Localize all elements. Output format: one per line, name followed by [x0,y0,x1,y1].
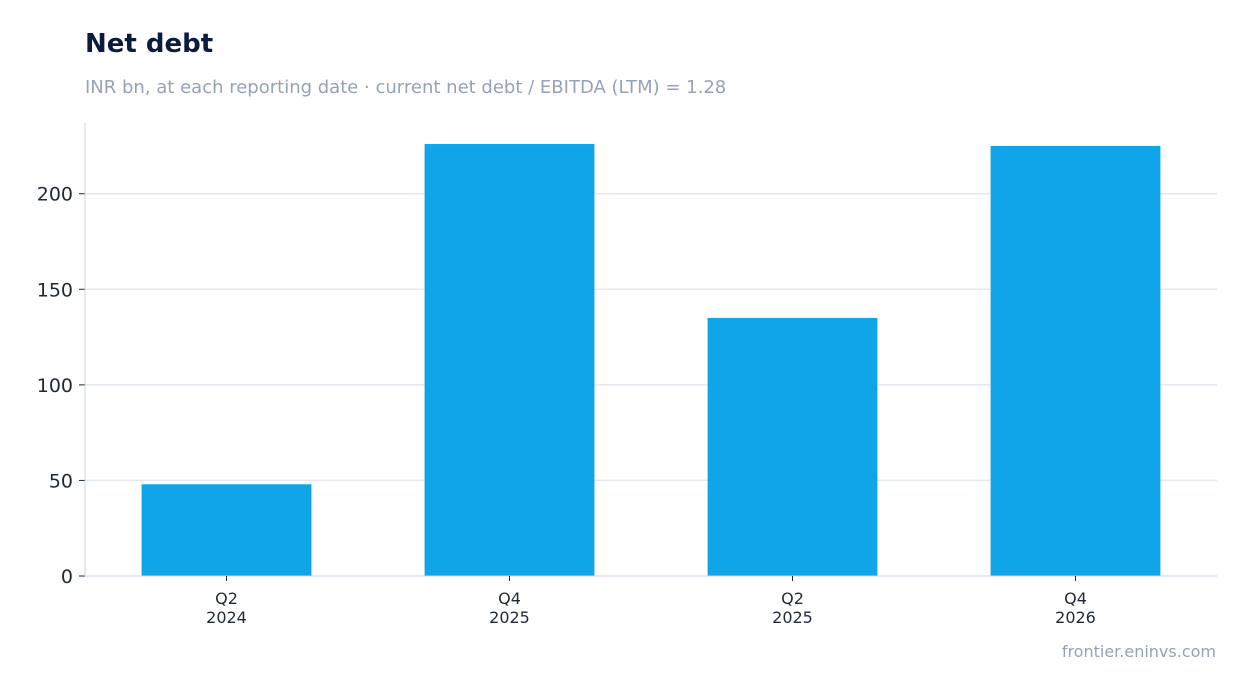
x-tick-label-line: Q4 [1064,589,1087,608]
x-tick-label: Q4 2025 [489,589,530,627]
chart-subtitle: INR bn, at each reporting date · current… [85,77,727,98]
x-tick-label-line: 2026 [1055,608,1096,627]
y-tick-label: 100 [37,375,73,397]
y-tick-label: 0 [61,566,73,588]
source-credit: frontier.eninvs.com [1061,642,1216,661]
x-tick-label-line: 2024 [206,608,247,627]
bar [424,144,595,576]
x-tick-label: Q2 2025 [772,589,813,627]
y-tick-label: 50 [49,470,73,492]
bars [141,144,1161,576]
bar [141,484,312,576]
x-tick-label-line: Q4 [498,589,521,608]
x-tick-label-line: 2025 [489,608,530,627]
bar [990,145,1161,576]
x-tick-label-line: Q2 [781,589,804,608]
y-tick-label: 200 [37,184,73,206]
chart-title: Net debt [85,29,214,59]
bar [707,317,878,576]
x-tick-label: Q2 2024 [206,589,247,627]
y-tick-label: 150 [37,279,73,301]
x-tick-label-line: 2025 [772,608,813,627]
x-tick-label: Q4 2026 [1055,589,1096,627]
x-tick-label-line: Q2 [215,589,238,608]
